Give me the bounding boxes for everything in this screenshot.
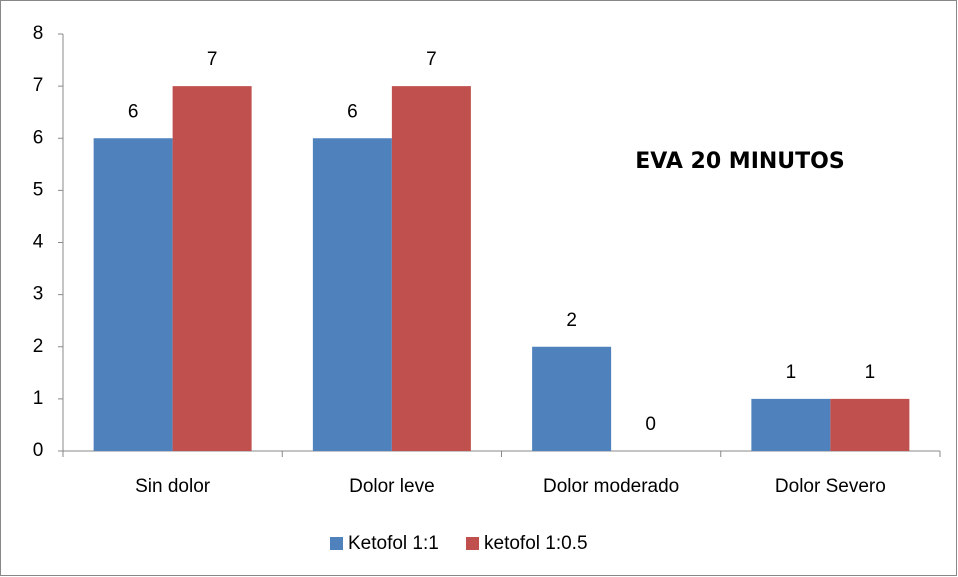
- legend-swatch: [466, 537, 479, 550]
- y-tick-label: 4: [33, 232, 44, 253]
- bar: [751, 398, 831, 451]
- data-label: 6: [128, 101, 139, 122]
- data-label: 2: [566, 310, 577, 331]
- bar: [391, 86, 471, 451]
- bar: [312, 138, 392, 451]
- bar: [172, 86, 252, 451]
- x-tick-label: Dolor Severo: [775, 476, 886, 497]
- y-tick-label: 0: [33, 440, 44, 461]
- legend-swatch: [330, 537, 343, 550]
- x-tick-label: Dolor leve: [349, 476, 435, 497]
- y-tick-label: 2: [33, 336, 44, 357]
- bar: [93, 138, 173, 451]
- chart-title: EVA 20 MINUTOS: [635, 149, 844, 174]
- y-tick-label: 7: [33, 75, 44, 96]
- data-label: 7: [426, 49, 437, 70]
- y-tick-label: 5: [33, 179, 44, 200]
- y-tick-label: 6: [33, 127, 44, 148]
- data-label: 1: [865, 362, 876, 383]
- y-tick-label: 3: [33, 284, 44, 305]
- x-tick-label: Dolor moderado: [543, 476, 679, 497]
- data-label: 6: [347, 101, 358, 122]
- data-label: 7: [207, 49, 218, 70]
- x-tick-label: Sin dolor: [135, 476, 211, 497]
- y-tick-label: 8: [33, 23, 44, 44]
- legend-label: Ketofol 1:1: [348, 533, 439, 554]
- legend-label: ketofol 1:0.5: [484, 533, 588, 554]
- data-label: 0: [645, 414, 656, 435]
- y-tick-label: 1: [33, 388, 44, 409]
- bar: [532, 346, 612, 451]
- bar: [830, 398, 910, 451]
- data-label: 1: [786, 362, 797, 383]
